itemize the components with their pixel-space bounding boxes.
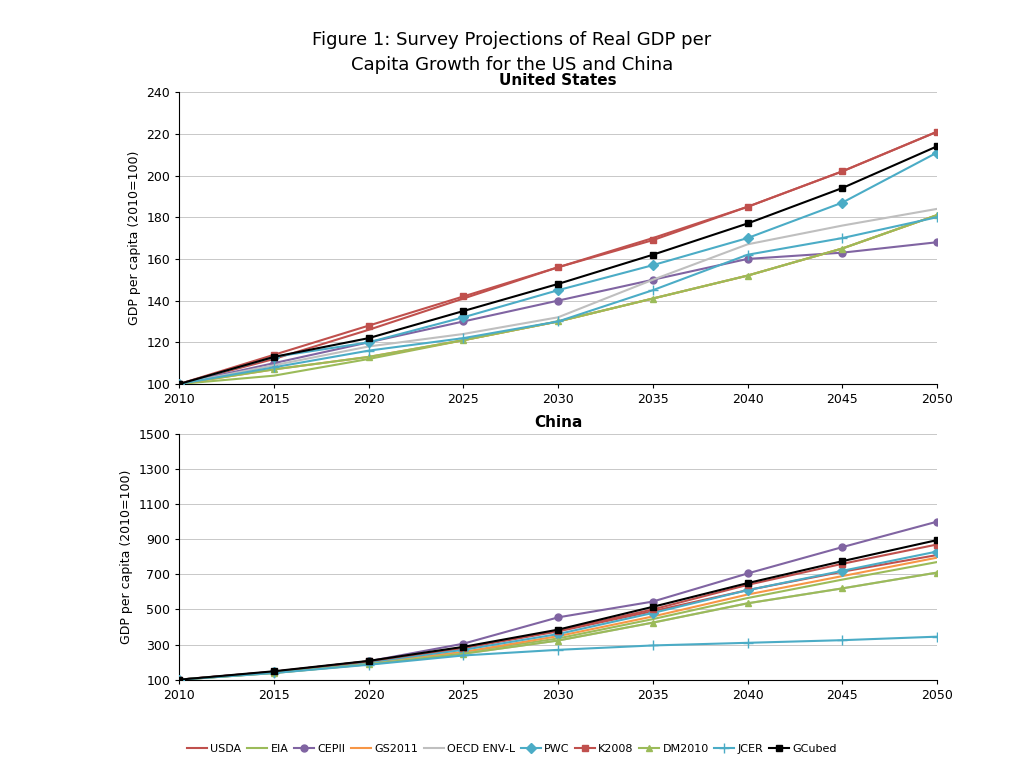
Legend: USDA, EIA, CEPII, GS2011, OECD ENV-L, PWC, K2008, DM2010, JCER, GCubed: USDA, EIA, CEPII, GS2011, OECD ENV-L, PW… xyxy=(182,740,842,759)
Y-axis label: GDP per capita (2010=100): GDP per capita (2010=100) xyxy=(128,151,140,326)
Y-axis label: GDP per capita (2010=100): GDP per capita (2010=100) xyxy=(120,469,133,644)
Text: Figure 1: Survey Projections of Real GDP per
Capita Growth for the US and China: Figure 1: Survey Projections of Real GDP… xyxy=(312,31,712,74)
Title: United States: United States xyxy=(500,73,616,88)
Title: China: China xyxy=(534,415,583,430)
